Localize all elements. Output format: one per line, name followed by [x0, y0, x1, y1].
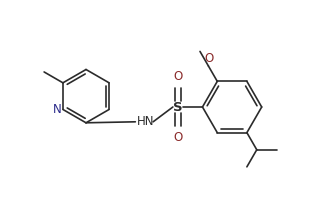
Text: O: O	[205, 52, 214, 65]
Text: S: S	[173, 101, 183, 113]
Text: O: O	[173, 131, 182, 144]
Text: O: O	[173, 70, 182, 83]
Text: N: N	[53, 103, 62, 116]
Text: HN: HN	[137, 115, 155, 128]
